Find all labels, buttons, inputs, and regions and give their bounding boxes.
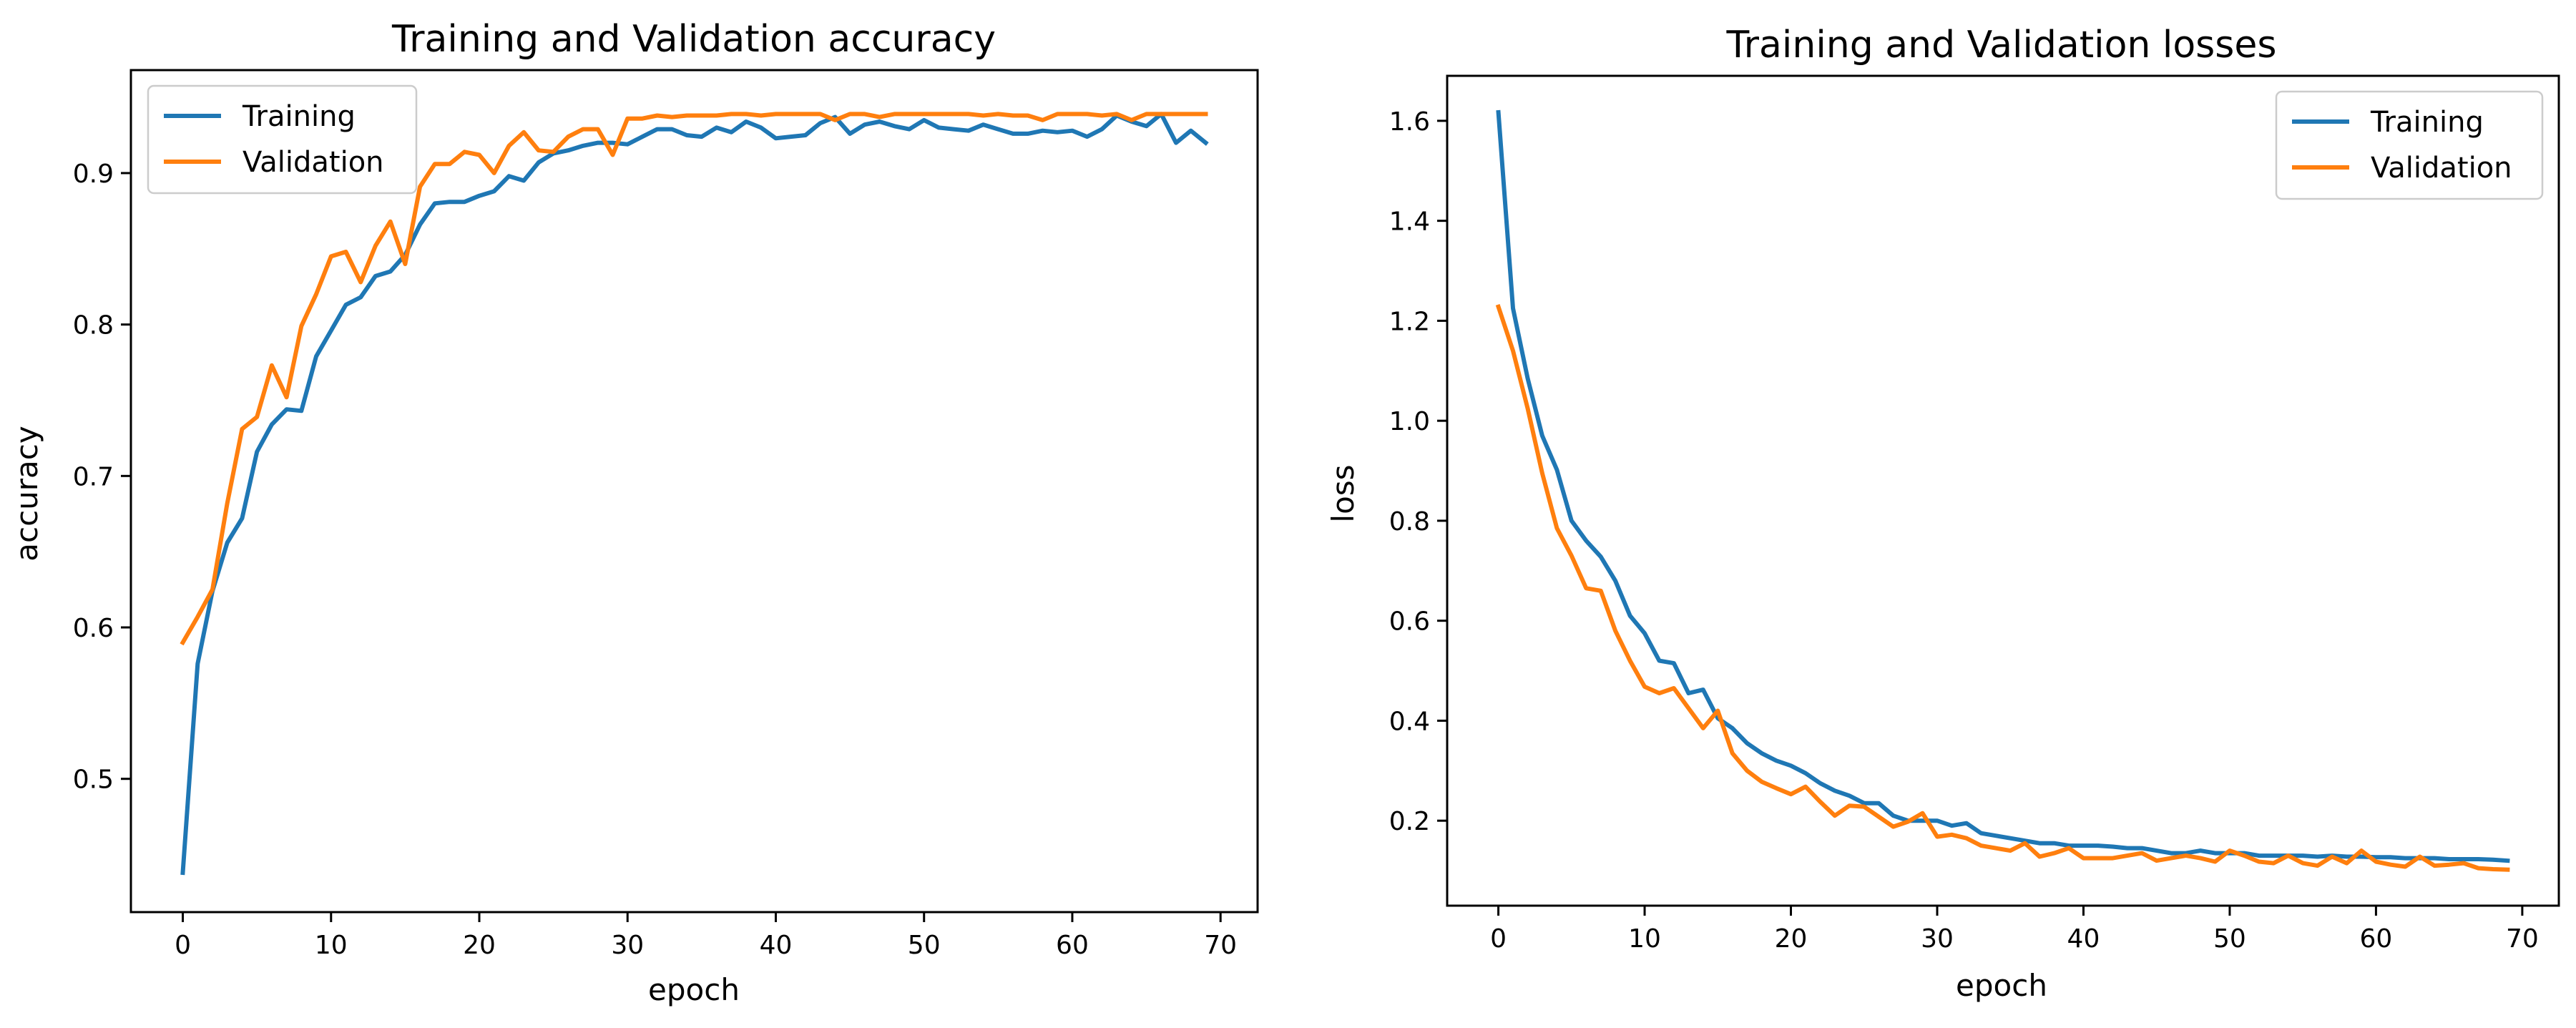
y-tick-label: 0.9 <box>73 160 114 189</box>
series-line-training <box>1496 109 2510 863</box>
y-tick-label: 0.8 <box>73 311 114 341</box>
y-tick-label: 1.4 <box>1389 207 1430 237</box>
y-tick-label: 1.0 <box>1389 407 1430 436</box>
y-tick-label: 0.7 <box>73 462 114 491</box>
legend: Training Validation <box>2275 90 2544 200</box>
chart-title: Training and Validation accuracy <box>391 18 996 61</box>
x-tick-label: 30 <box>1921 924 1954 954</box>
legend: Training Validation <box>147 84 418 195</box>
x-tick-label: 20 <box>463 931 496 960</box>
x-axis-label: epoch <box>648 972 740 1007</box>
y-tick-label: 0.6 <box>1389 607 1430 637</box>
x-tick-label: 60 <box>1056 931 1089 960</box>
y-tick-label: 0.2 <box>1389 807 1430 836</box>
x-tick-label: 60 <box>2360 924 2393 954</box>
x-tick-label: 10 <box>1628 924 1661 954</box>
y-tick-label: 0.6 <box>73 614 114 643</box>
x-tick-label: 40 <box>2067 924 2100 954</box>
x-tick-label: 70 <box>1204 931 1237 960</box>
legend-label-training: Training <box>242 100 356 133</box>
y-tick-label: 1.6 <box>1389 107 1430 137</box>
y-tick-label: 0.4 <box>1389 707 1430 736</box>
x-tick-label: 50 <box>2213 924 2246 954</box>
x-tick-label: 50 <box>908 931 941 960</box>
y-tick-label: 0.8 <box>1389 507 1430 537</box>
legend-box <box>2275 90 2544 200</box>
accuracy-chart: Training and Validation accuracy epoch a… <box>9 18 1259 1007</box>
y-tick-label: 0.5 <box>73 765 114 795</box>
loss-chart: Training and Validation losses epoch los… <box>1326 24 2560 1003</box>
chart-title: Training and Validation losses <box>1726 24 2277 67</box>
series-line-validation <box>180 112 1208 646</box>
x-axis-label: epoch <box>1956 968 2047 1003</box>
x-tick-label: 0 <box>1490 924 1507 954</box>
x-tick-label: 20 <box>1775 924 1808 954</box>
x-tick-label: 30 <box>611 931 644 960</box>
legend-label-training: Training <box>2370 106 2484 139</box>
y-tick-label: 1.2 <box>1389 307 1430 336</box>
plot-frame <box>1446 74 2560 907</box>
x-tick-label: 10 <box>315 931 348 960</box>
x-tick-label: 70 <box>2506 924 2539 954</box>
series-line-training <box>180 112 1209 876</box>
x-tick-label: 0 <box>175 931 191 960</box>
legend-box <box>147 84 418 195</box>
series-line-validation <box>1495 304 2510 872</box>
x-tick-label: 40 <box>760 931 793 960</box>
legend-label-validation: Validation <box>2371 152 2512 185</box>
y-axis-label: accuracy <box>9 426 44 562</box>
plot-frame <box>129 69 1259 914</box>
legend-label-validation: Validation <box>243 146 384 179</box>
y-axis-label: loss <box>1326 464 1361 522</box>
